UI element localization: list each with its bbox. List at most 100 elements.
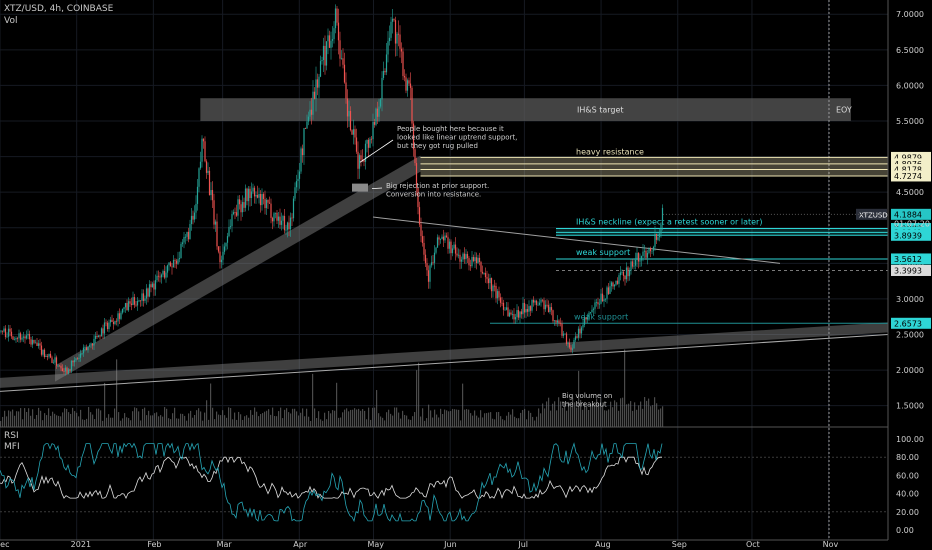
candle-body bbox=[346, 98, 349, 117]
volume-bar bbox=[334, 410, 336, 427]
volume-bar bbox=[538, 408, 540, 427]
volume-bar bbox=[584, 402, 586, 427]
candle-body bbox=[492, 285, 494, 292]
neckline-label: IH&S neckline (expect a retest sooner or… bbox=[576, 218, 762, 227]
candle-body bbox=[367, 139, 370, 148]
candle-body bbox=[276, 212, 278, 221]
neckline-price-bg bbox=[891, 229, 931, 241]
x-tick-label: Aug bbox=[595, 540, 611, 549]
volume-bar bbox=[222, 410, 224, 427]
volume-bar bbox=[284, 409, 286, 427]
candle-body bbox=[543, 300, 545, 310]
volume-bar bbox=[114, 408, 116, 427]
candle-body bbox=[192, 215, 194, 220]
candle-body bbox=[448, 241, 451, 249]
candle-body bbox=[511, 314, 514, 315]
volume-bar bbox=[636, 409, 638, 427]
candle-body bbox=[193, 212, 196, 220]
candle-body bbox=[84, 347, 86, 348]
volume-bar bbox=[512, 409, 514, 427]
volume-bar bbox=[136, 408, 138, 427]
weak-support-price-1: 3.5612 bbox=[894, 255, 922, 264]
volume-bar bbox=[50, 415, 52, 427]
y-tick-label: 5.5000 bbox=[896, 117, 924, 126]
candle-body bbox=[472, 256, 475, 262]
volume-bar bbox=[496, 412, 498, 427]
volume-bar bbox=[118, 412, 120, 427]
volume-bar bbox=[574, 402, 576, 427]
volume-bar bbox=[304, 416, 306, 427]
volume-bar bbox=[252, 414, 254, 427]
volume-bar bbox=[192, 417, 194, 427]
candle-body bbox=[171, 266, 173, 268]
candle-body bbox=[222, 251, 224, 260]
volume-bar bbox=[292, 408, 294, 427]
volume-bar bbox=[322, 420, 324, 427]
candle-body bbox=[573, 339, 575, 349]
volume-bar bbox=[346, 408, 348, 427]
volume-bar bbox=[88, 407, 90, 427]
candle-body bbox=[459, 254, 461, 262]
candle-body bbox=[646, 253, 649, 258]
candle-body bbox=[93, 338, 95, 346]
candle-body bbox=[451, 248, 454, 254]
volume-bar bbox=[388, 409, 390, 427]
candle-body bbox=[315, 79, 317, 99]
candle-body bbox=[607, 287, 610, 294]
candle-body bbox=[405, 77, 407, 91]
volume-bar bbox=[572, 397, 574, 427]
volume-bar bbox=[132, 411, 134, 427]
volume-bar bbox=[210, 383, 212, 427]
annotation-rejection: Big rejection at prior support. bbox=[386, 182, 489, 190]
volume-bar bbox=[272, 407, 274, 427]
volume-bar bbox=[246, 415, 248, 427]
x-tick-label: Sep bbox=[672, 540, 687, 549]
candle-body bbox=[552, 310, 554, 322]
candle-body bbox=[321, 59, 323, 62]
volume-bar bbox=[588, 409, 590, 427]
x-tick-label: Mar bbox=[217, 540, 233, 549]
volume-bar bbox=[652, 405, 654, 427]
volume-bar bbox=[54, 413, 56, 427]
volume-bar bbox=[20, 408, 22, 427]
volume-bar bbox=[558, 397, 560, 427]
candle-body bbox=[529, 306, 532, 311]
neckline-zone bbox=[556, 228, 888, 236]
candle-body bbox=[549, 307, 551, 313]
candle-body bbox=[361, 159, 364, 161]
candle-body bbox=[583, 317, 586, 325]
indicator-pane bbox=[0, 426, 888, 523]
candle-body bbox=[7, 328, 10, 337]
candle-body bbox=[18, 333, 20, 339]
candle-body bbox=[531, 299, 533, 311]
candle-body bbox=[126, 303, 128, 311]
candle-body bbox=[379, 99, 382, 107]
volume-bar bbox=[18, 411, 20, 427]
indicator-tick-label: 100.00 bbox=[896, 435, 924, 444]
candle-body bbox=[94, 335, 97, 339]
candle-body bbox=[462, 253, 464, 260]
volume-bar bbox=[600, 397, 602, 427]
volume-bar bbox=[508, 412, 510, 427]
volume-bar bbox=[178, 418, 180, 427]
candle-body bbox=[270, 203, 272, 218]
candle-body bbox=[384, 70, 386, 73]
volume-bar bbox=[640, 401, 642, 427]
candle-body bbox=[427, 270, 430, 282]
volume-bar bbox=[646, 400, 648, 427]
volume-bar bbox=[80, 409, 82, 427]
candle-body bbox=[660, 224, 662, 234]
candle-body bbox=[418, 207, 421, 225]
candle-body bbox=[469, 265, 472, 267]
candle-body bbox=[280, 220, 283, 225]
candle-body bbox=[648, 247, 650, 254]
candle-body bbox=[103, 322, 106, 334]
candle-body bbox=[598, 303, 601, 305]
volume-bar bbox=[94, 419, 96, 427]
candle-body bbox=[181, 242, 184, 244]
volume-bar bbox=[234, 412, 236, 427]
candle-body bbox=[127, 301, 130, 311]
candle-body bbox=[538, 302, 541, 305]
volume-bar bbox=[216, 411, 218, 427]
candle-body bbox=[139, 300, 142, 302]
